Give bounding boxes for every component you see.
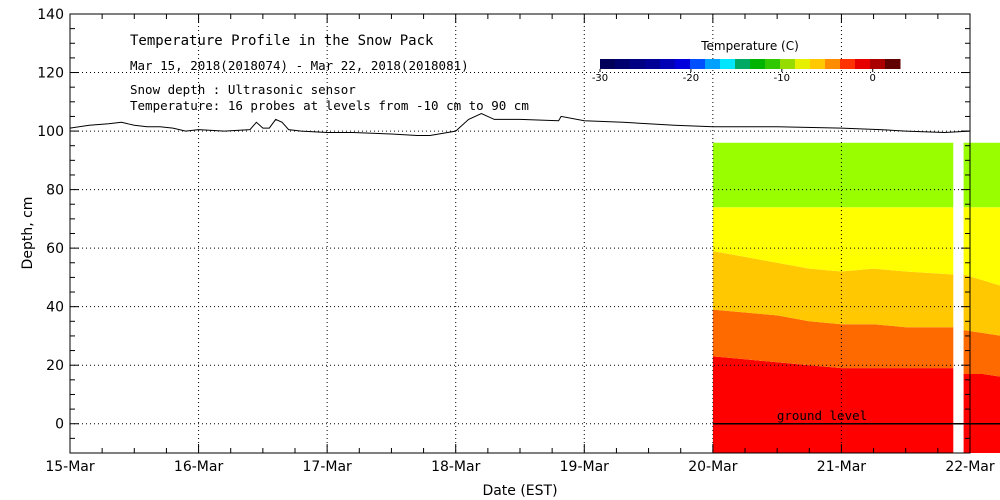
temp-layer-1-0 xyxy=(963,374,1000,453)
colorbar-swatch-15 xyxy=(825,59,841,69)
colorbar-swatch-17 xyxy=(855,59,871,69)
temp-layer-1-2 xyxy=(963,274,1000,336)
plot-frame xyxy=(69,13,971,454)
y-tick-label-20: 20 xyxy=(46,358,64,374)
y-tick-label-80: 80 xyxy=(46,183,64,199)
y-tick-label-100: 100 xyxy=(37,124,64,140)
colorbar-swatch-5 xyxy=(675,59,691,69)
y-tick-labels: 0 20 40 60 80 100 120 140 xyxy=(37,7,64,433)
ground-level-label: ground level xyxy=(777,408,867,423)
x-tick-label-4: 19-Mar xyxy=(560,459,610,475)
y-tick-label-60: 60 xyxy=(46,241,64,257)
temp-layer-0-0 xyxy=(712,356,954,453)
colorbar-swatch-3 xyxy=(645,59,661,69)
annotation-temperature: Temperature: 16 probes at levels from -1… xyxy=(130,98,529,113)
y-tick-label-140: 140 xyxy=(37,7,64,23)
x-tick-labels: 15-Mar 16-Mar 17-Mar 18-Mar 19-Mar 20-Mar 21-M… xyxy=(45,459,995,475)
colorbar-title: Temperature (C) xyxy=(700,39,799,53)
colorbar-swatch-6 xyxy=(690,59,706,69)
annotation-snow-depth: Snow depth : Ultrasonic sensor xyxy=(130,82,356,97)
snow-depth-line xyxy=(69,112,971,136)
colorbar: Temperature (C) -30 -20 -10 0 xyxy=(592,39,901,84)
temp-layer-0-3 xyxy=(712,207,954,275)
chart-title: Temperature Profile in the Snow Pack xyxy=(130,33,434,49)
temp-layer-0-1 xyxy=(712,309,954,369)
temp-layer-0-2 xyxy=(712,251,954,328)
x-tick-label-1: 16-Mar xyxy=(174,459,224,475)
chart-subtitle: Mar 15, 2018(2018074) - Mar 22, 2018(201… xyxy=(130,58,469,73)
colorbar-label-0: 0 xyxy=(870,73,876,84)
colorbar-swatch-1 xyxy=(615,59,631,69)
x-tick-label-6: 21-Mar xyxy=(817,459,867,475)
temp-layer-1-1 xyxy=(963,330,1000,377)
colorbar-swatch-4 xyxy=(660,59,676,69)
ground-level: ground level xyxy=(712,408,1000,425)
x-tick-label-7: 22-Mar xyxy=(945,459,995,475)
y-axis-title: Depth, cm xyxy=(20,197,36,270)
colorbar-swatch-0 xyxy=(600,59,616,69)
colorbar-swatch-16 xyxy=(840,59,856,69)
colorbar-swatch-7 xyxy=(705,59,721,69)
colorbar-swatch-10 xyxy=(750,59,766,69)
x-tick-label-5: 20-Mar xyxy=(688,459,738,475)
x-tick-label-3: 18-Mar xyxy=(431,459,481,475)
colorbar-label--30: -30 xyxy=(592,73,608,84)
colorbar-label--20: -20 xyxy=(683,73,699,84)
colorbar-swatch-11 xyxy=(765,59,781,69)
colorbar-swatch-2 xyxy=(630,59,646,69)
x-axis-title: Date (EST) xyxy=(482,483,557,499)
colorbar-swatch-14 xyxy=(810,59,826,69)
colorbar-swatch-13 xyxy=(795,59,811,69)
y-tick-label-120: 120 xyxy=(37,66,64,82)
colorbar-swatch-19 xyxy=(885,59,901,69)
colorbar-swatch-9 xyxy=(735,59,751,69)
temperature-profile-fill xyxy=(712,142,1000,453)
colorbar-swatch-12 xyxy=(780,59,796,69)
y-tick-label-0: 0 xyxy=(55,417,64,433)
temp-layer-1-4 xyxy=(963,142,1000,208)
snow-depth-series xyxy=(69,112,971,136)
colorbar-swatch-18 xyxy=(870,59,886,69)
x-tick-label-2: 17-Mar xyxy=(303,459,353,475)
colorbar-label--10: -10 xyxy=(774,73,790,84)
x-tick-label-0: 15-Mar xyxy=(45,459,95,475)
colorbar-swatch-8 xyxy=(720,59,736,69)
axis-ticks xyxy=(69,13,971,454)
y-tick-label-40: 40 xyxy=(46,300,64,316)
temp-layer-1-3 xyxy=(963,207,1000,286)
temp-layer-0-4 xyxy=(712,142,954,208)
